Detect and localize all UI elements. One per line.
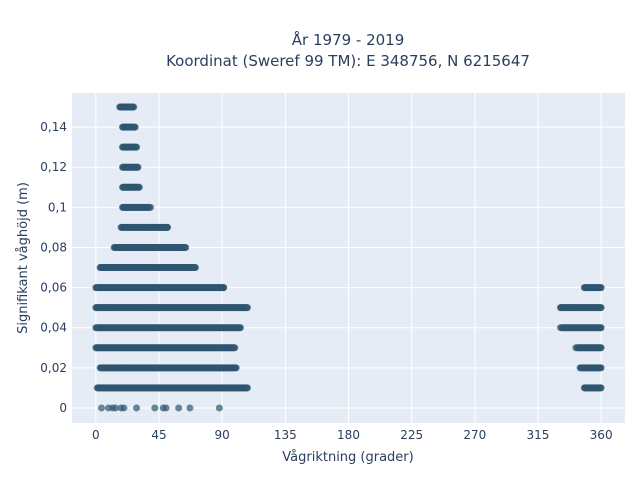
data-points	[92, 103, 605, 412]
data-point	[572, 344, 580, 352]
y-tick-label: 0,04	[40, 321, 67, 335]
x-tick-label: 360	[590, 428, 613, 442]
x-tick-label: 45	[151, 428, 166, 442]
data-point	[130, 103, 138, 111]
data-point	[220, 284, 228, 292]
y-tick-label: 0,1	[48, 200, 67, 214]
x-tick-label: 225	[400, 428, 423, 442]
data-point	[236, 324, 244, 332]
data-point	[182, 243, 190, 251]
data-point	[131, 123, 139, 131]
data-point	[597, 284, 605, 292]
data-point	[597, 304, 605, 312]
data-point	[133, 143, 141, 151]
data-point	[112, 404, 120, 412]
grid-lines	[72, 93, 625, 423]
data-point	[215, 404, 223, 412]
y-tick-label: 0,14	[40, 120, 67, 134]
data-point	[186, 404, 194, 412]
y-tick-label: 0,12	[40, 160, 67, 174]
data-point	[135, 183, 143, 191]
x-tick-label: 135	[274, 428, 297, 442]
y-tick-label: 0,06	[40, 281, 67, 295]
y-tick-label: 0,08	[40, 240, 67, 254]
data-point	[231, 344, 239, 352]
data-point	[597, 324, 605, 332]
data-point	[597, 384, 605, 392]
data-point	[120, 404, 128, 412]
x-tick-label: 0	[92, 428, 100, 442]
data-point	[192, 264, 200, 272]
x-axis-ticks: 0 45 90 135 180 225 270 315 360	[92, 428, 613, 442]
data-point	[133, 404, 141, 412]
y-tick-label: 0,02	[40, 361, 67, 375]
data-point	[175, 404, 183, 412]
x-axis-title: Vågriktning (grader)	[282, 450, 413, 465]
chart-title-line2: Koordinat (Sweref 99 TM): E 348756, N 62…	[166, 52, 530, 70]
data-point	[134, 163, 142, 171]
x-tick-label: 180	[337, 428, 360, 442]
chart-title-line1: År 1979 - 2019	[292, 30, 405, 49]
data-point	[243, 384, 251, 392]
y-axis-title: Signifikant våghöjd (m)	[16, 182, 31, 334]
data-point	[243, 304, 251, 312]
data-point	[163, 223, 171, 231]
x-tick-label: 315	[527, 428, 550, 442]
data-point	[151, 404, 159, 412]
data-point	[232, 364, 240, 372]
x-tick-label: 90	[215, 428, 230, 442]
y-tick-label: 0	[59, 401, 67, 415]
data-point	[97, 404, 105, 412]
data-point	[147, 203, 155, 211]
data-point	[597, 344, 605, 352]
data-point	[162, 404, 170, 412]
y-axis-ticks: 0 0,02 0,04 0,06 0,08 0,1 0,12 0,14	[40, 120, 67, 415]
data-point	[597, 364, 605, 372]
data-point	[556, 324, 564, 332]
x-tick-label: 270	[463, 428, 486, 442]
